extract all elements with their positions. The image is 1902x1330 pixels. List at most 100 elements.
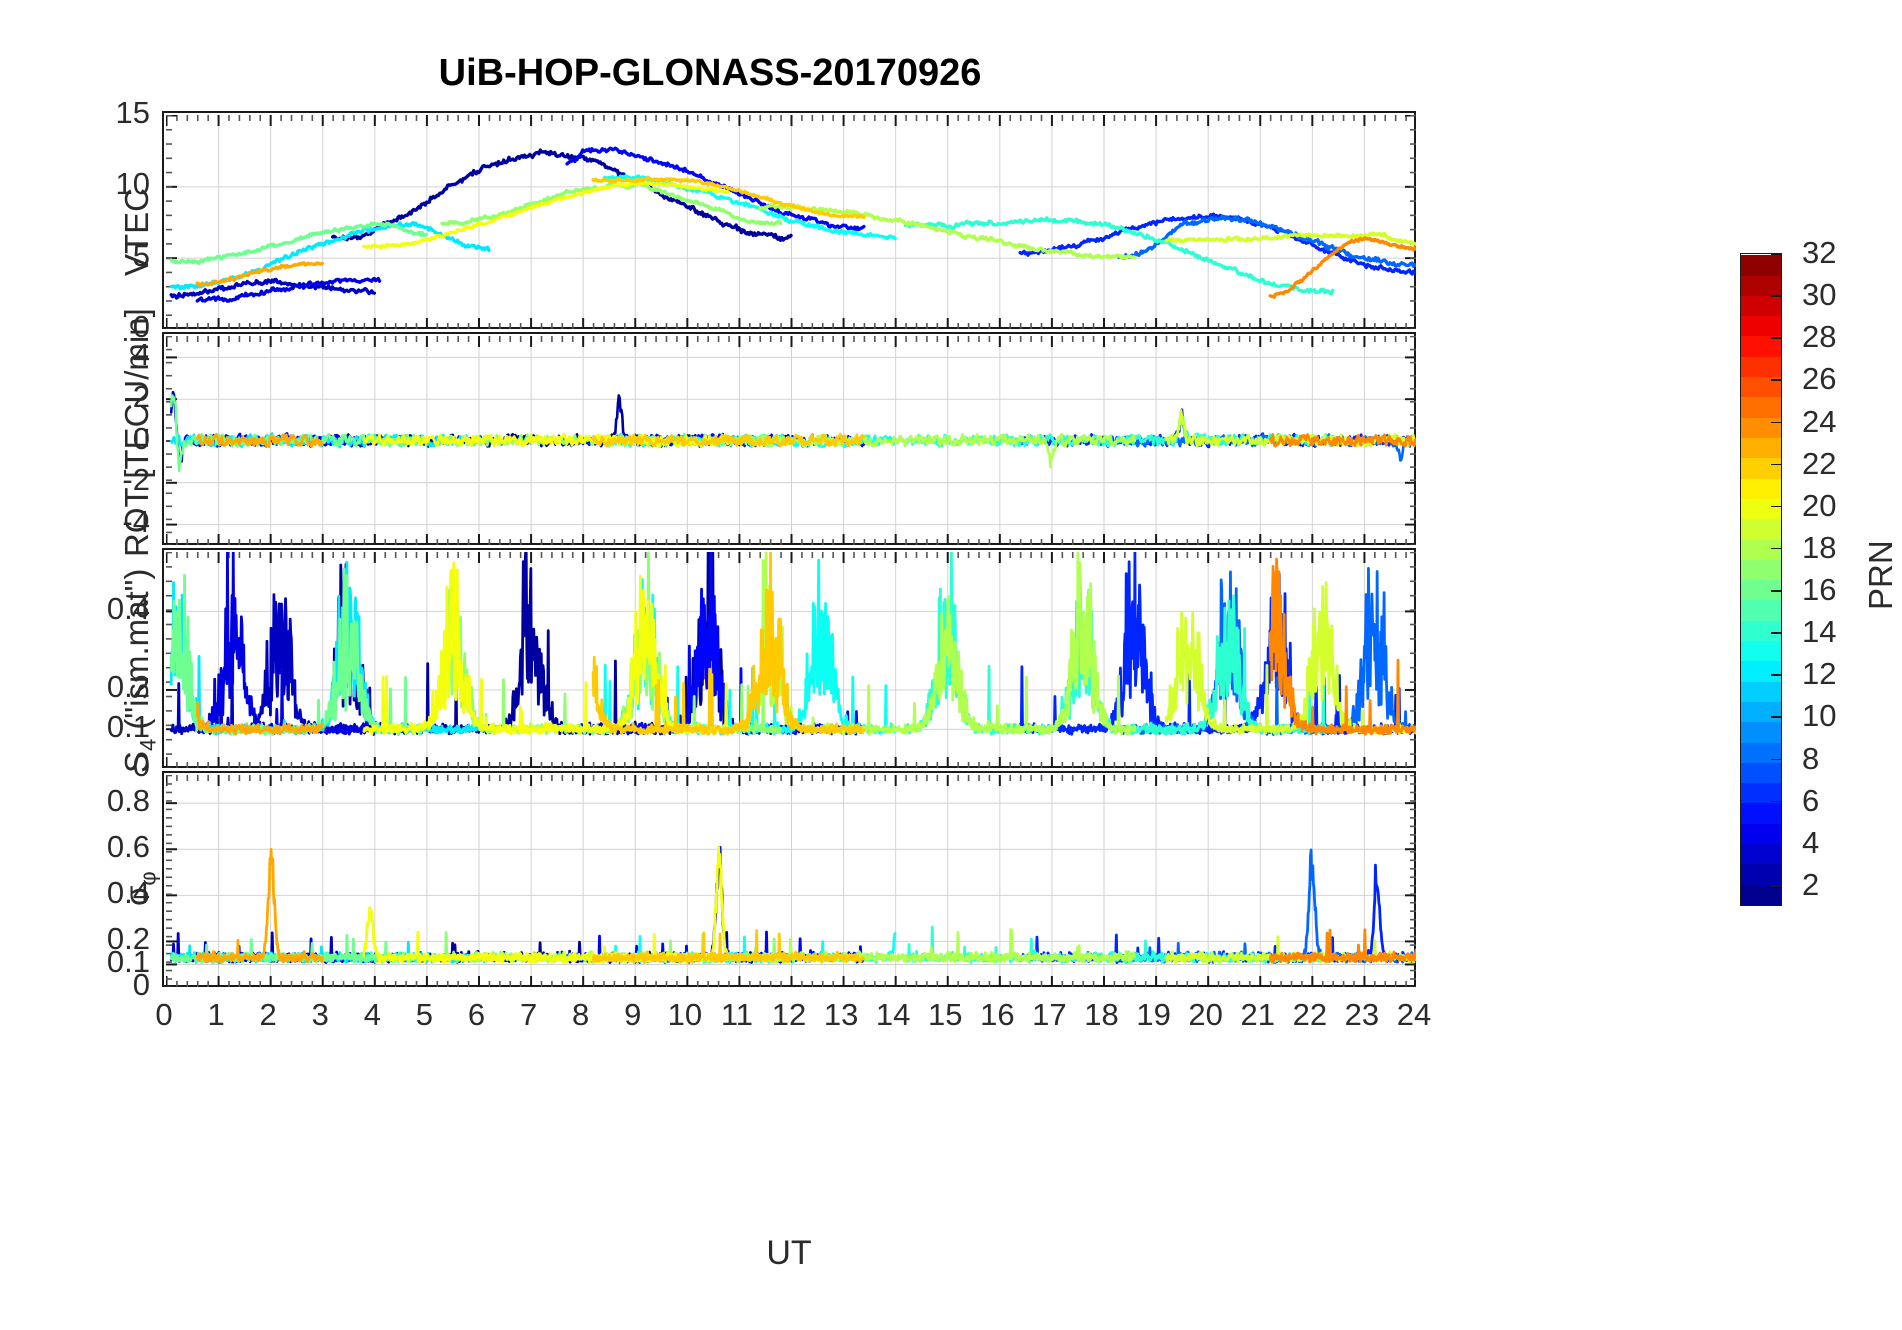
colorbar-tick-mark [1771, 800, 1781, 803]
xtick-label: 9 [624, 997, 642, 1032]
panel-s4 [162, 548, 1416, 768]
ytick-label: 0.4 [106, 590, 150, 626]
xtick-label: 17 [1032, 997, 1067, 1032]
colorbar-tick-label: 14 [1802, 614, 1837, 650]
xtick-label: 12 [771, 997, 807, 1032]
ytick-label: 0 [132, 309, 150, 344]
xtick-label: 7 [519, 997, 538, 1032]
colorbar-segment [1741, 274, 1781, 296]
xtick-label: 6 [467, 997, 486, 1032]
colorbar-tick-mark [1771, 505, 1781, 508]
colorbar-segment [1741, 417, 1781, 438]
colorbar-segment [1741, 863, 1781, 885]
colorbar-tick-label: 32 [1802, 235, 1837, 270]
xtick-label: 2 [259, 997, 277, 1032]
ytick-label: 0 [132, 420, 150, 456]
ytick-label: 0.8 [106, 782, 150, 818]
xtick-label: 16 [980, 997, 1015, 1032]
colorbar-tick-label: 16 [1802, 572, 1837, 608]
ylabel-s4-main: S [118, 750, 155, 773]
xtick-label: 5 [415, 997, 434, 1032]
xtick-label: 3 [311, 997, 329, 1032]
ytick-label: 0 [132, 748, 150, 783]
colorbar-segment [1741, 721, 1781, 743]
ytick-label: 0.2 [106, 920, 150, 956]
colorbar-segment [1741, 741, 1781, 763]
figure-title: UiB-HOP-GLONASS-20170926 [438, 52, 982, 94]
ytick-label: 0.2 [106, 669, 150, 705]
xtick-label: 0 [155, 997, 173, 1032]
ytick-label: 0.4 [106, 874, 150, 910]
colorbar-segment [1741, 843, 1781, 865]
colorbar-tick-mark [1771, 590, 1781, 592]
colorbar-tick-label: 10 [1802, 698, 1837, 734]
colorbar-segment [1741, 335, 1781, 357]
colorbar-segment [1741, 701, 1781, 723]
colorbar-segment [1741, 660, 1781, 682]
ytick-label: 0.1 [106, 708, 150, 744]
colorbar-tick-mark [1771, 547, 1781, 550]
colorbar-segment [1741, 315, 1781, 337]
xtick-label: 21 [1240, 997, 1275, 1032]
ylabel-s4: S4 ("ism.mat") [118, 569, 162, 773]
xtick-label: 14 [875, 997, 911, 1032]
ytick-label: 10 [115, 166, 150, 202]
colorbar-segment [1741, 295, 1781, 317]
colorbar-tick-mark [1771, 884, 1781, 887]
ytick-label: -2 [122, 462, 150, 498]
colorbar-tick-mark [1771, 421, 1781, 424]
colorbar-tick-mark [1771, 337, 1781, 339]
panel-sigma-phi [162, 771, 1416, 987]
colorbar-tick-label: 24 [1802, 403, 1837, 439]
colorbar-label: PRN [1862, 540, 1899, 610]
xlabel-ut: UT [766, 1234, 812, 1272]
colorbar-prn [1740, 253, 1782, 906]
colorbar-segment [1741, 437, 1781, 459]
xtick-label: 1 [207, 997, 225, 1032]
ytick-label: 4 [132, 336, 150, 372]
colorbar-segment [1741, 823, 1781, 845]
colorbar-tick-label: 20 [1802, 487, 1837, 523]
colorbar-segment [1741, 620, 1781, 642]
ylabel-s4-tail: ("ism.mat") [118, 568, 155, 739]
ytick-label: 2 [132, 378, 150, 414]
colorbar-segment [1741, 884, 1781, 905]
xtick-label: 4 [363, 997, 381, 1032]
colorbar-tick-label: 30 [1802, 277, 1837, 313]
xtick-label: 18 [1084, 997, 1119, 1032]
colorbar-tick-mark [1771, 758, 1781, 761]
colorbar-tick-mark [1771, 632, 1781, 634]
ytick-label: 0.1 [106, 943, 150, 979]
xtick-label: 19 [1136, 997, 1171, 1032]
colorbar-segment [1741, 254, 1781, 276]
colorbar-segment [1741, 640, 1781, 662]
colorbar-segment [1741, 396, 1781, 418]
xtick-label: 23 [1344, 997, 1380, 1032]
colorbar-tick-mark [1771, 253, 1781, 255]
colorbar-tick-mark [1771, 379, 1781, 381]
ytick-label: 0.6 [106, 828, 150, 864]
xtick-label: 13 [823, 997, 859, 1032]
colorbar-segment [1741, 559, 1781, 581]
ylabel-sigma-phi: σφ [118, 871, 162, 906]
colorbar-segment [1741, 538, 1781, 560]
colorbar-tick-label: 18 [1802, 529, 1837, 565]
xtick-label: 22 [1292, 997, 1328, 1032]
colorbar-segment [1741, 477, 1781, 499]
ytick-label: 0 [132, 967, 150, 1002]
xtick-label: 15 [928, 997, 963, 1032]
ytick-label: -4 [122, 504, 150, 540]
colorbar-tick-label: 22 [1802, 445, 1837, 481]
ylabel-s4-subscript: 4 [135, 738, 161, 751]
colorbar-tick-mark [1771, 463, 1781, 466]
colorbar-tick-mark [1771, 716, 1781, 718]
colorbar-tick-mark [1771, 295, 1781, 297]
colorbar-segment [1741, 762, 1781, 784]
colorbar-segment [1741, 498, 1781, 520]
colorbar-tick-mark [1771, 674, 1781, 676]
colorbar-tick-label: 6 [1802, 782, 1820, 818]
xtick-label: 8 [572, 997, 590, 1032]
colorbar-segment [1741, 802, 1781, 824]
colorbar-segment [1741, 457, 1781, 479]
ylabel-rot: ROT [TECU/min] [118, 308, 155, 557]
